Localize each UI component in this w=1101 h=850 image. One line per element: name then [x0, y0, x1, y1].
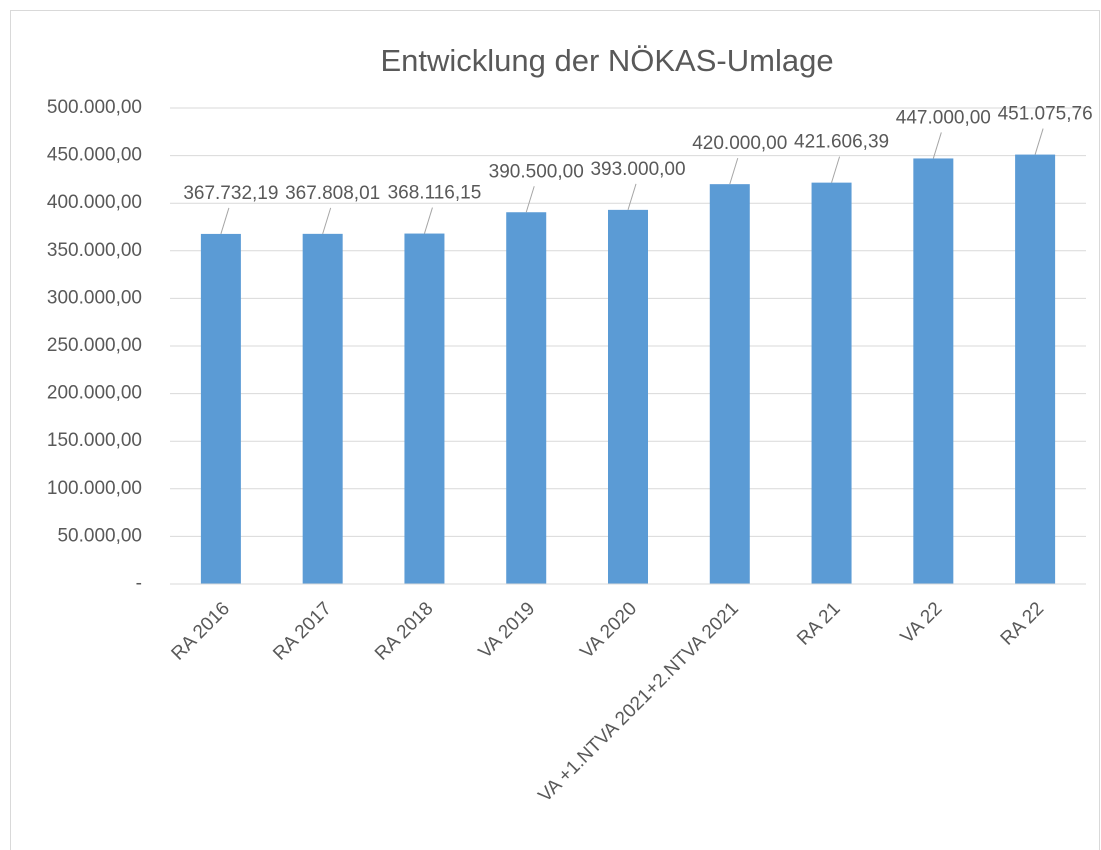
- leader-line: [525, 186, 535, 213]
- y-tick-label: 200.000,00: [47, 383, 142, 404]
- data-label: 451.075,76: [998, 104, 1093, 125]
- bar: [913, 158, 954, 584]
- bar: [506, 212, 547, 584]
- y-tick-label: 450.000,00: [47, 145, 142, 166]
- chart-title: Entwicklung der NÖKAS-Umlage: [380, 43, 833, 78]
- bar: [404, 233, 445, 585]
- data-label: 390.500,00: [489, 161, 584, 182]
- leader-line: [729, 158, 739, 185]
- bar: [608, 209, 648, 584]
- data-label: 368.116,15: [388, 183, 482, 204]
- leader-line: [627, 183, 637, 211]
- bar: [811, 182, 852, 584]
- data-label: 421.606,39: [794, 132, 889, 153]
- data-label: 393.000,00: [590, 159, 685, 180]
- y-tick-label: 50.000,00: [57, 525, 142, 546]
- leader-line: [220, 207, 230, 235]
- leader-line: [322, 207, 332, 234]
- y-tick-label: -: [136, 573, 142, 594]
- y-tick-label: 350.000,00: [47, 240, 142, 261]
- data-label: 367.732,19: [183, 183, 278, 204]
- y-tick-label: 500.000,00: [47, 97, 142, 118]
- leader-line: [1034, 128, 1044, 155]
- leader-line: [831, 156, 841, 183]
- bar: [200, 233, 241, 585]
- bar: [1015, 154, 1056, 585]
- data-label: 420.000,00: [692, 133, 787, 154]
- data-label: 447.000,00: [896, 107, 991, 128]
- y-tick-label: 100.000,00: [47, 478, 142, 499]
- y-tick-label: 150.000,00: [47, 430, 142, 451]
- leader-line: [423, 207, 433, 234]
- y-tick-label: 250.000,00: [47, 335, 142, 356]
- leader-line: [932, 132, 942, 159]
- bar: [302, 233, 343, 584]
- y-tick-label: 400.000,00: [47, 192, 142, 213]
- bar: [709, 184, 750, 584]
- data-label: 367.808,01: [285, 183, 380, 204]
- y-tick-label: 300.000,00: [47, 287, 142, 308]
